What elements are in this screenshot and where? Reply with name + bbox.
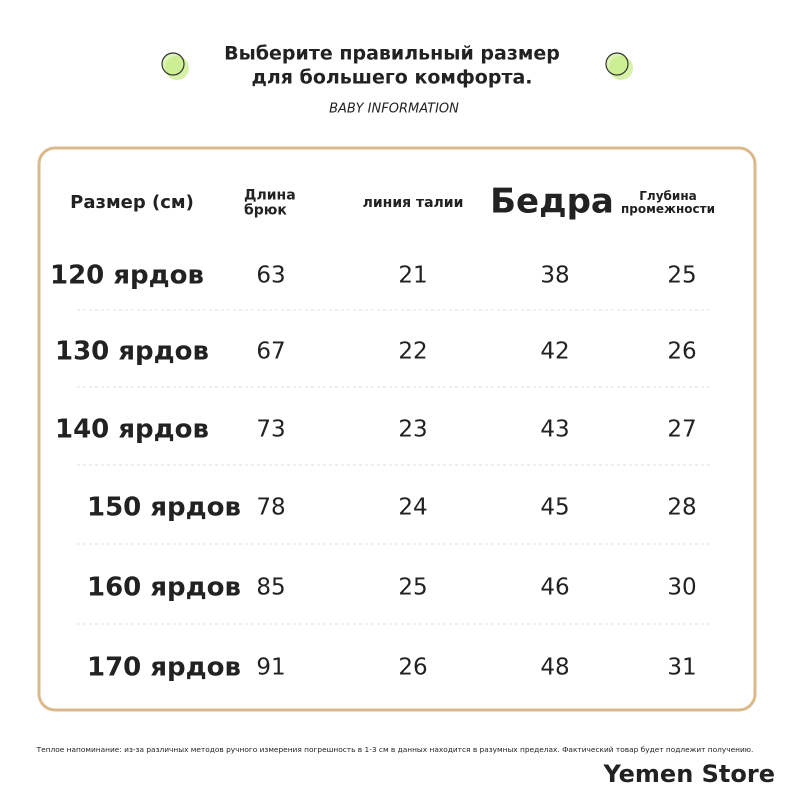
column-header: Длина (244, 188, 296, 204)
column-header: Размер (см) (70, 192, 194, 213)
cell: 63 (256, 263, 285, 289)
column-header: Бедра (490, 182, 614, 222)
row-label: 170 ярдов (87, 653, 241, 683)
cell: 43 (540, 417, 569, 443)
footer-note: Теплое напоминание: из-за различных мето… (36, 745, 754, 754)
row-label: 120 ярдов (50, 261, 204, 291)
cell: 25 (398, 575, 427, 601)
cell: 38 (540, 263, 569, 289)
title: Выберите правильный размер (224, 43, 560, 65)
cell: 21 (398, 263, 427, 289)
cell: 22 (398, 339, 427, 365)
cell: 46 (540, 575, 569, 601)
cell: 45 (540, 495, 569, 521)
cell: 78 (256, 495, 285, 521)
row-label: 160 ярдов (87, 573, 241, 603)
column-header: линия талии (363, 195, 464, 211)
column-header: промежности (621, 202, 715, 216)
title: для большего комфорта. (251, 67, 532, 89)
cell: 48 (540, 655, 569, 681)
subtitle: BABY INFORMATION (329, 102, 459, 117)
cell: 42 (540, 339, 569, 365)
cell: 73 (256, 417, 285, 443)
watermark: Yemen Store (602, 760, 775, 788)
cell: 30 (667, 575, 696, 601)
cell: 26 (398, 655, 427, 681)
row-label: 140 ярдов (55, 415, 209, 445)
cell: 23 (398, 417, 427, 443)
decor-circle (605, 52, 629, 76)
cell: 25 (667, 263, 696, 289)
cell: 31 (667, 655, 696, 681)
column-header: Глубина (639, 189, 696, 203)
cell: 85 (256, 575, 285, 601)
row-label: 130 ярдов (55, 337, 209, 367)
cell: 26 (667, 339, 696, 365)
decor-circle (161, 52, 185, 76)
cell: 28 (667, 495, 696, 521)
table-frame (37, 146, 757, 712)
column-header: брюк (244, 203, 287, 219)
cell: 24 (398, 495, 427, 521)
row-label: 150 ярдов (87, 493, 241, 523)
cell: 91 (256, 655, 285, 681)
cell: 27 (667, 417, 696, 443)
cell: 67 (256, 339, 285, 365)
